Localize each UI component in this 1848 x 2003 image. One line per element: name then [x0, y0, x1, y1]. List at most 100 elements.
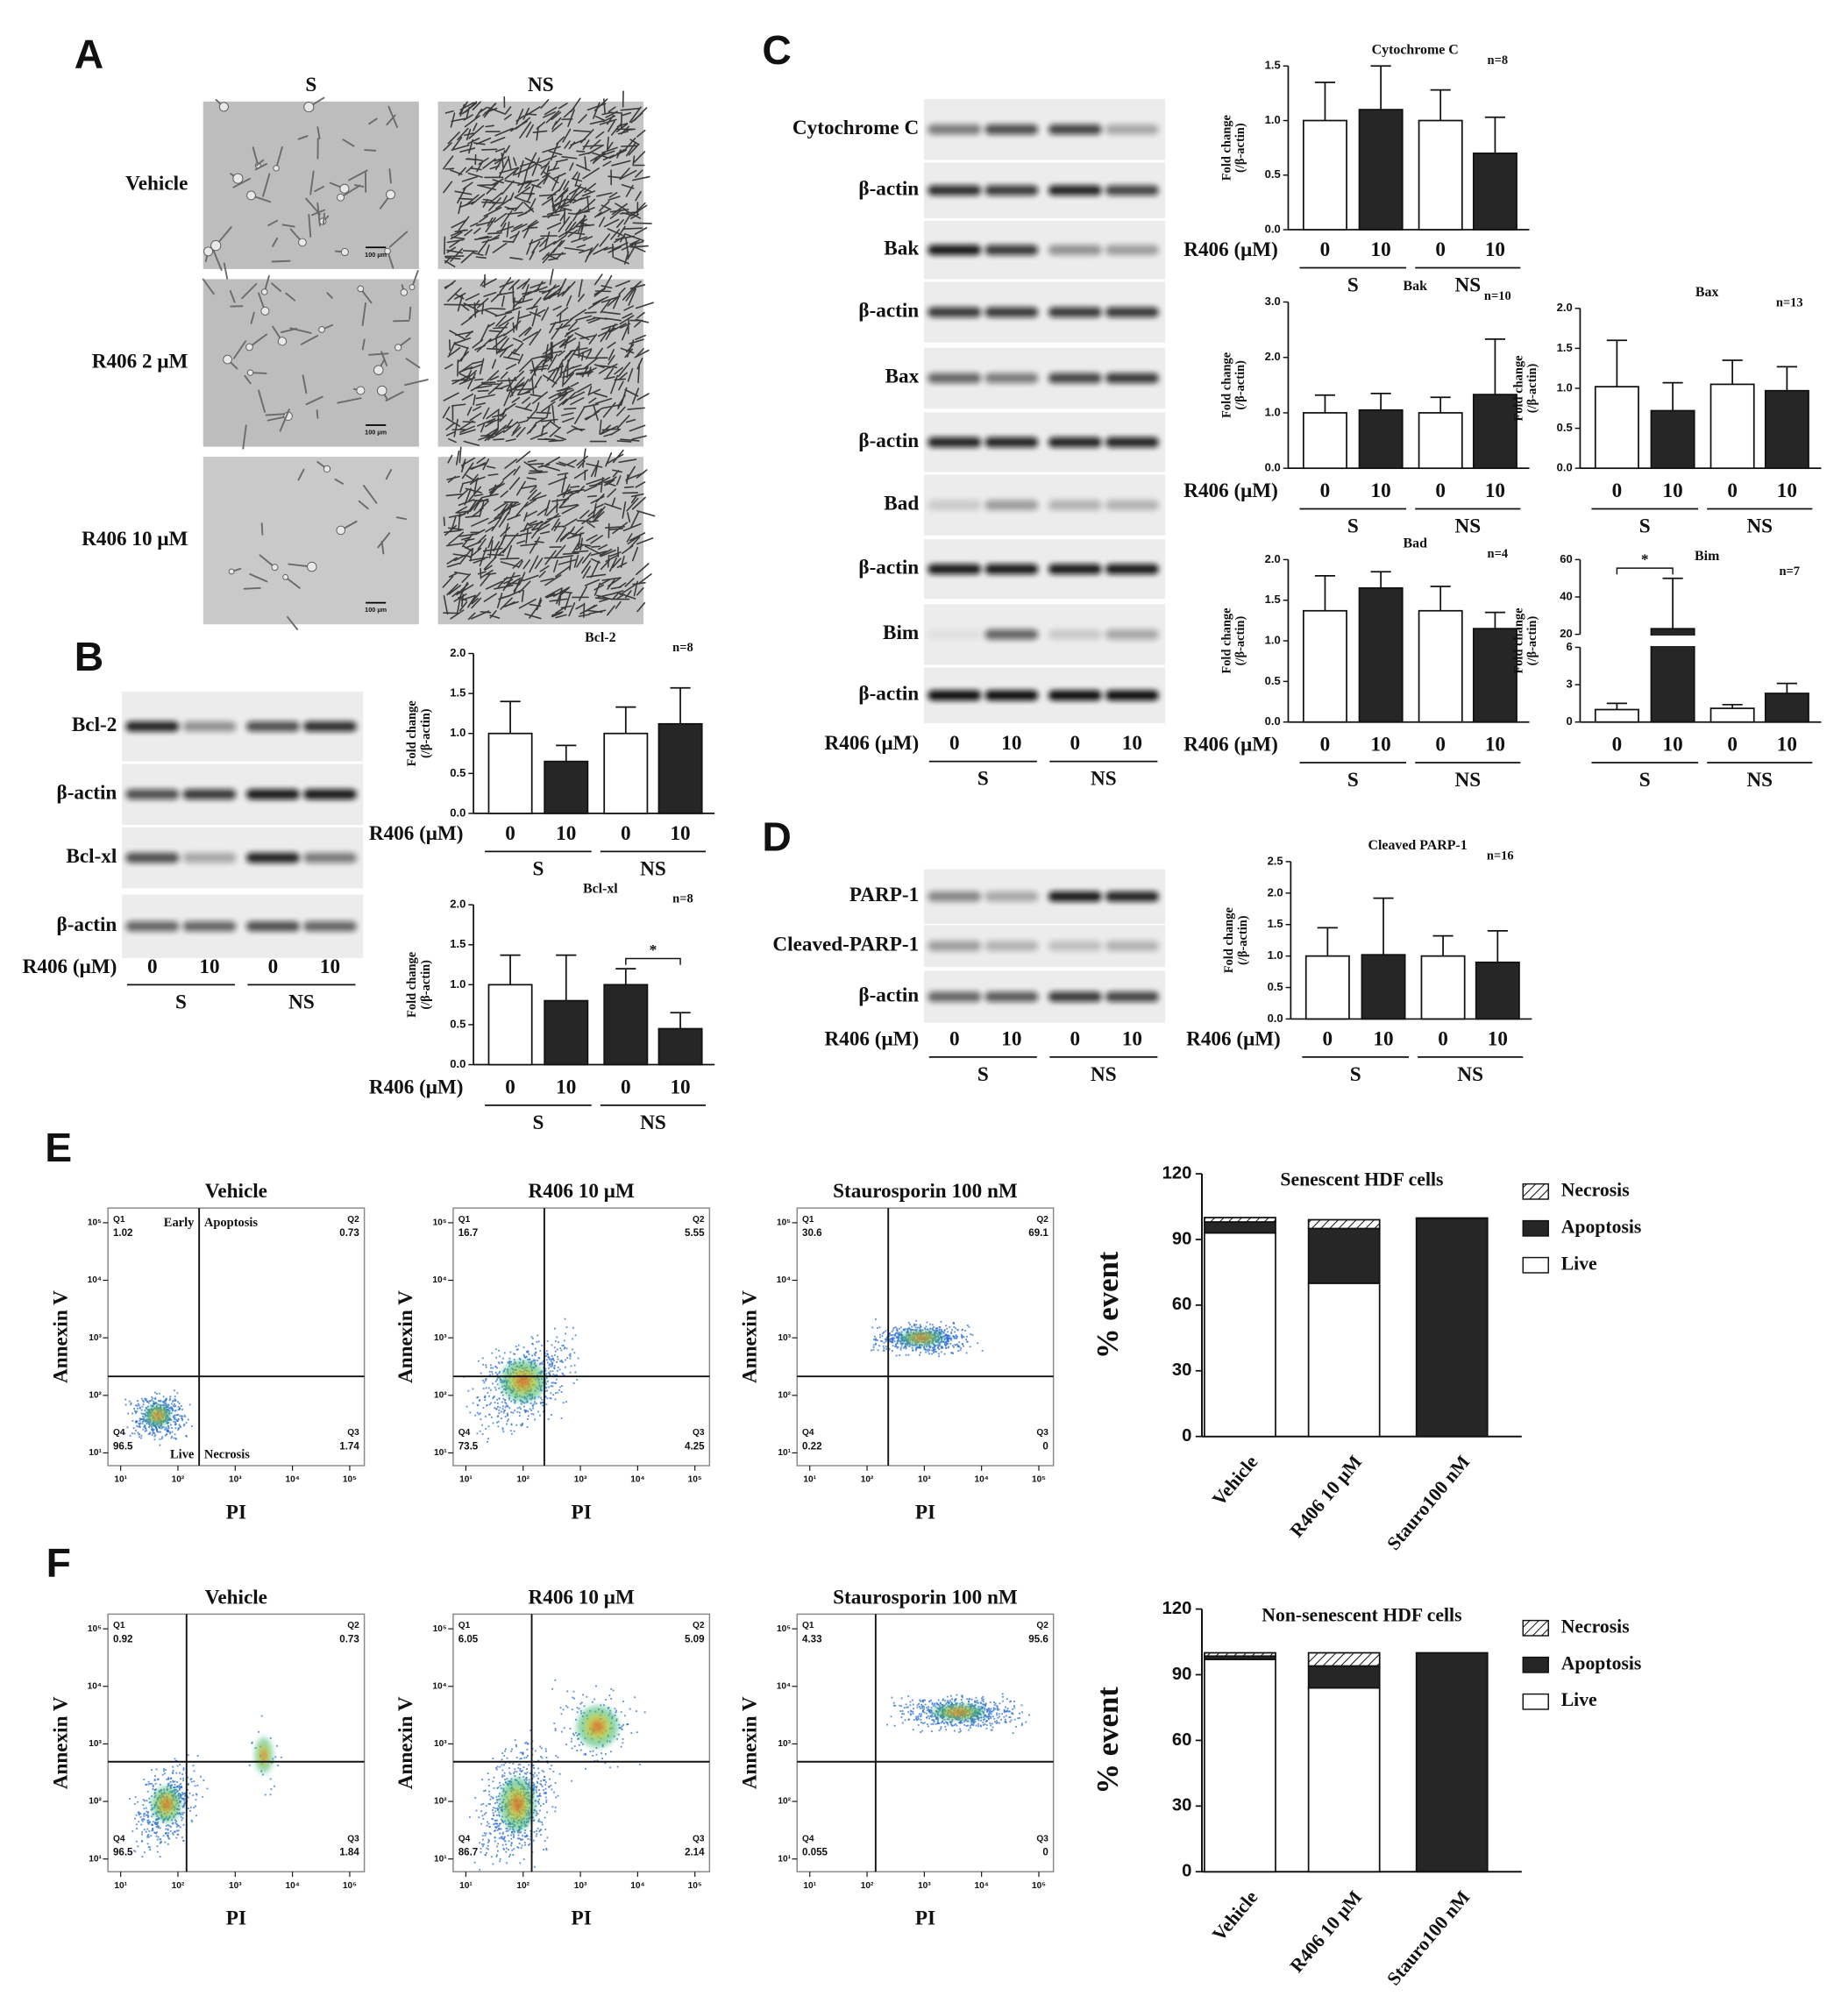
x-tick-label: 10² — [516, 1475, 530, 1485]
cell — [478, 391, 488, 392]
event-dot — [159, 1427, 160, 1429]
event-dot — [134, 1850, 136, 1852]
blot-band — [125, 853, 179, 863]
event-dot — [495, 1366, 497, 1367]
event-dot — [173, 1834, 174, 1836]
event-dot — [883, 1350, 885, 1352]
event-dot — [541, 1822, 543, 1823]
event-dot — [561, 1385, 563, 1387]
bar — [658, 1029, 701, 1065]
event-dot — [884, 1342, 885, 1344]
event-dot — [153, 1821, 154, 1822]
event-dot — [517, 1407, 519, 1409]
event-dot — [543, 1771, 544, 1772]
event-dot — [147, 1815, 149, 1817]
event-dot — [262, 1773, 264, 1775]
blot-band — [1048, 564, 1102, 574]
event-dot — [542, 1402, 544, 1403]
event-dot — [537, 1778, 539, 1779]
bar — [544, 1001, 587, 1065]
y-tick-label: 6 — [1566, 640, 1572, 653]
x-tick-label: 10⁵ — [688, 1475, 702, 1485]
event-dot — [574, 1365, 576, 1367]
event-dot — [177, 1401, 179, 1403]
event-dot — [561, 1345, 563, 1346]
event-dot — [158, 1400, 160, 1402]
event-dot — [483, 1790, 485, 1792]
event-dot — [537, 1795, 538, 1797]
event-dot — [524, 1836, 526, 1837]
event-dot — [885, 1341, 887, 1343]
event-dot — [137, 1421, 139, 1423]
event-dot — [182, 1798, 184, 1800]
event-dot — [488, 1839, 490, 1841]
y-tick-label: 10³ — [434, 1739, 447, 1749]
cell — [530, 464, 544, 465]
event-dot — [885, 1346, 887, 1347]
event-dot — [542, 1404, 544, 1406]
blot-label: Cytochrome C — [793, 117, 919, 139]
event-dot — [557, 1356, 558, 1358]
event-dot — [878, 1345, 880, 1346]
x-tick-label: 10¹ — [114, 1475, 127, 1485]
event-dot — [522, 1776, 524, 1778]
cell — [584, 603, 585, 617]
event-dot — [177, 1420, 179, 1422]
event-dot — [906, 1328, 908, 1330]
event-dot — [160, 1856, 161, 1857]
group-label: S — [175, 991, 187, 1013]
blot-band — [984, 500, 1038, 510]
event-dot — [494, 1802, 496, 1804]
x-tick-label: 10⁵ — [343, 1475, 357, 1485]
event-dot — [501, 1411, 502, 1413]
event-dot — [480, 1418, 482, 1420]
event-dot — [179, 1415, 181, 1417]
cell — [463, 422, 475, 423]
x-tick-label: 10¹ — [114, 1881, 127, 1891]
cell — [478, 185, 496, 186]
event-dot — [139, 1436, 140, 1438]
blot-band — [125, 789, 179, 799]
dose-label: 10 — [1777, 734, 1797, 756]
event-dot — [160, 1401, 161, 1403]
event-dot — [484, 1399, 486, 1401]
event-dot — [195, 1799, 197, 1801]
group-label: S — [1347, 515, 1359, 538]
cell — [508, 208, 517, 209]
event-dot — [520, 1770, 522, 1772]
significance-bracket — [626, 959, 680, 965]
event-dot — [545, 1396, 547, 1397]
event-dot — [510, 1401, 512, 1403]
event-dot — [573, 1382, 575, 1384]
event-dot — [545, 1748, 547, 1750]
event-dot — [540, 1829, 542, 1830]
event-dot — [489, 1371, 491, 1373]
event-dot — [501, 1402, 503, 1403]
event-dot — [174, 1831, 176, 1833]
event-dot — [541, 1362, 543, 1364]
event-dot — [129, 1798, 131, 1800]
quadrant-name: Q4 — [802, 1428, 814, 1438]
event-dot — [908, 1322, 910, 1324]
event-dot — [559, 1347, 561, 1349]
quadrant-value: 0.73 — [339, 1228, 359, 1239]
event-dot — [154, 1822, 156, 1823]
event-dot — [904, 1330, 906, 1332]
event-dot — [489, 1403, 491, 1405]
event-dot — [188, 1808, 189, 1809]
event-dot — [274, 1756, 276, 1758]
event-dot — [488, 1388, 490, 1389]
y-tick-label: 2.0 — [450, 898, 466, 911]
event-dot — [183, 1800, 185, 1801]
event-dot — [948, 1340, 949, 1342]
cell-body — [337, 526, 345, 535]
y-axis-label: (/β-actin) — [419, 708, 433, 758]
event-dot — [565, 1318, 566, 1320]
event-dot — [545, 1801, 547, 1803]
event-dot — [190, 1779, 192, 1780]
group-label: NS — [288, 991, 315, 1013]
cell — [498, 410, 499, 429]
event-dot — [546, 1350, 548, 1352]
quadrant-value: 0 — [1042, 1441, 1048, 1452]
blot-band — [1105, 437, 1159, 448]
